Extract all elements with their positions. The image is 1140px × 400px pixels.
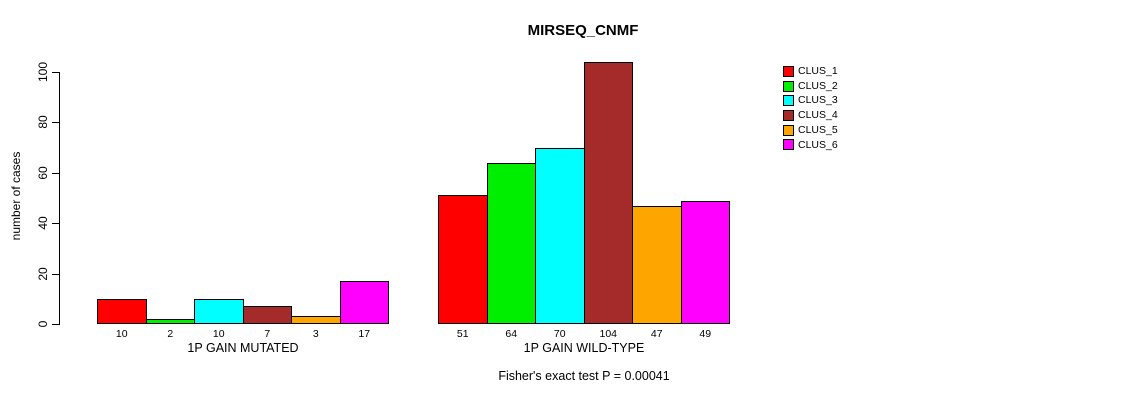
bar-value-label: 7: [264, 328, 271, 340]
x-axis-group-label-mutated: 1P GAIN MUTATED: [187, 341, 299, 355]
y-axis-tick-label: 60: [36, 166, 50, 180]
y-axis-tick-label: 0: [36, 320, 50, 328]
legend-item-label: CLUS_2: [798, 79, 838, 92]
legend-item-label: CLUS_3: [798, 94, 838, 107]
legend-swatch: [783, 95, 794, 107]
bar-value-label: 10: [212, 328, 225, 340]
bar-value-label: 49: [699, 328, 712, 340]
legend: CLUS_1 CLUS_2 CLUS_3 CLUS_4 CLUS_5 CLUS_6: [783, 64, 838, 152]
legend-item: CLUS_1: [783, 64, 838, 79]
legend-swatch: [783, 80, 794, 92]
stat-test-caption: Fisher's exact test P = 0.00041: [498, 369, 670, 383]
y-axis-tick: [52, 273, 59, 275]
y-axis-tick-label: 40: [36, 216, 50, 230]
bar-value-label: 2: [167, 328, 174, 340]
bar-clus_5-group1: [291, 316, 341, 324]
y-axis-tick: [52, 122, 59, 124]
chart-title: MIRSEQ_CNMF: [527, 22, 639, 39]
bar-clus_2-group1: [145, 318, 195, 324]
y-axis-line: [59, 72, 60, 325]
legend-item: CLUS_4: [783, 108, 838, 123]
bar-clus_6-group2: [680, 200, 730, 324]
y-axis-tick-label: 100: [36, 61, 50, 83]
legend-item: CLUS_3: [783, 93, 838, 108]
y-axis-tick: [52, 72, 59, 73]
y-axis-tick: [52, 324, 59, 325]
bar-value-label: 47: [650, 328, 663, 340]
bar-clus_1-group1: [97, 298, 147, 324]
bar-clus_1-group2: [438, 195, 488, 324]
legend-item-label: CLUS_4: [798, 109, 838, 122]
bar-value-label: 64: [505, 328, 518, 340]
x-axis-group-label-wildtype: 1P GAIN WILD-TYPE: [523, 341, 645, 355]
legend-swatch: [783, 124, 794, 136]
legend-item-label: CLUS_5: [798, 123, 838, 136]
y-axis-label: number of cases: [9, 151, 23, 241]
bar-value-label: 70: [553, 328, 566, 340]
legend-item: CLUS_5: [783, 123, 838, 138]
y-axis-tick: [52, 172, 59, 174]
y-axis-tick: [52, 223, 59, 225]
bar-value-label: 17: [358, 328, 371, 340]
y-axis-tick-label: 20: [36, 266, 50, 281]
legend-swatch: [783, 139, 794, 151]
bar-value-label: 3: [312, 328, 319, 340]
bar-value-label: 104: [599, 328, 618, 340]
legend-swatch: [783, 109, 794, 121]
legend-item: CLUS_6: [783, 137, 838, 152]
bar-clus_5-group2: [632, 205, 682, 324]
legend-item-label: CLUS_1: [798, 65, 838, 78]
bar-value-label: 51: [456, 328, 469, 340]
legend-swatch: [783, 65, 794, 77]
bar-clus_4-group1: [242, 306, 292, 324]
bar-clus_3-group2: [535, 147, 585, 324]
legend-item-label: CLUS_6: [798, 138, 838, 151]
y-axis-tick-label: 80: [36, 115, 50, 130]
bar-clus_2-group2: [486, 162, 536, 324]
legend-item: CLUS_2: [783, 79, 838, 94]
bar-clus_3-group1: [194, 298, 244, 324]
bar-clus_6-group1: [339, 281, 389, 324]
bar-clus_4-group2: [583, 61, 633, 324]
bar-value-label: 10: [115, 328, 128, 340]
